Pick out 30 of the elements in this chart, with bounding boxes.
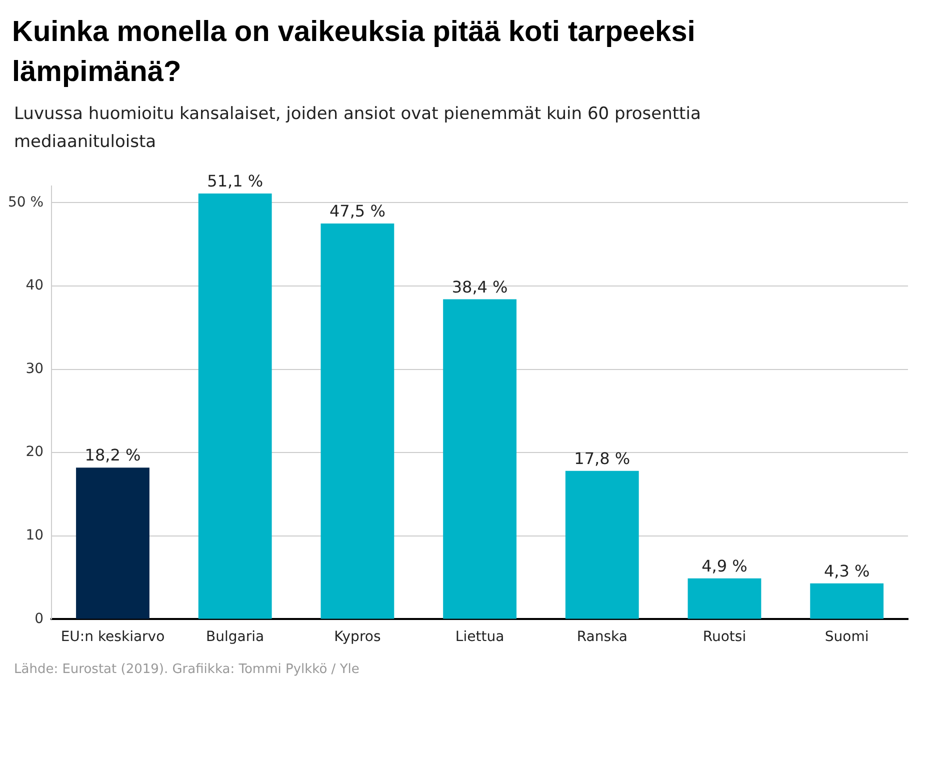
bar: [565, 470, 639, 619]
bar: [320, 223, 394, 619]
x-tick-label: EU:n keskiarvo: [60, 629, 165, 646]
x-tick-label: Suomi: [824, 629, 869, 646]
y-tick-label: 30: [26, 360, 44, 377]
x-tick-label: Bulgaria: [206, 629, 264, 646]
data-label: 18,2 %: [84, 446, 141, 465]
x-tick-label: Ranska: [576, 629, 628, 646]
data-label: 47,5 %: [329, 202, 386, 221]
bar: [443, 299, 516, 619]
bar: [810, 583, 884, 619]
data-label: 17,8 %: [574, 449, 630, 468]
chart-title: Kuinka monella on vaikeuksia pitää koti tarpeeksi lämpimänä?: [12, 15, 696, 90]
y-tick-label: 50 %: [8, 194, 44, 210]
text: Lähde: Eurostat (2019). Grafiikka: Tommi Pylkkö / Yle: [14, 662, 360, 677]
data-label: 38,4 %: [452, 277, 508, 296]
x-tick-label: Kypros: [334, 629, 381, 646]
bar: [198, 194, 272, 619]
bar: [76, 468, 150, 619]
y-tick-label: 0: [34, 610, 44, 627]
data-label: 4,3 %: [824, 562, 870, 581]
data-label: 51,1 %: [207, 172, 264, 191]
chart-subtitle: Luvussa huomioitu kansalaiset, joiden ansiot ovat pienemmät kuin 60 prosenttia mediaanituloista: [14, 103, 702, 154]
y-tick-label: 10: [26, 528, 44, 544]
x-tick-label: Ruotsi: [702, 629, 746, 646]
bar: [688, 578, 762, 619]
y-tick-label: 20: [26, 444, 44, 460]
y-tick-label: 40: [26, 278, 44, 294]
data-label: 4,9 %: [702, 556, 748, 576]
x-tick-label: Liettua: [455, 629, 504, 646]
